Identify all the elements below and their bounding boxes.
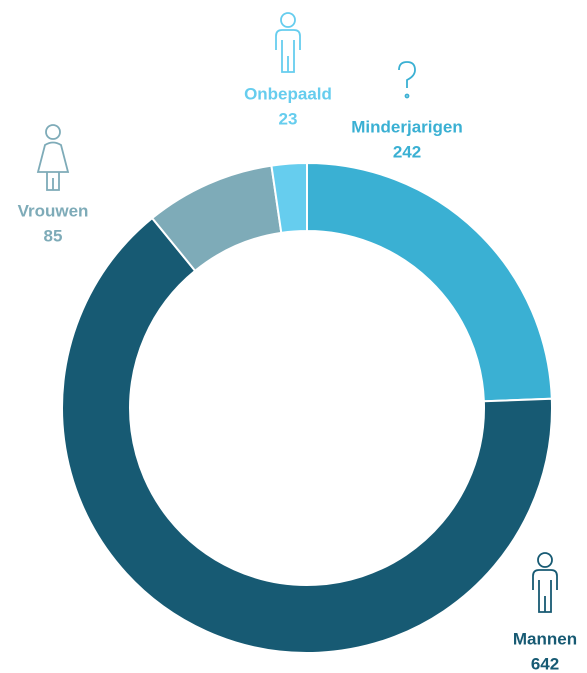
segment-value: 642: [531, 654, 559, 673]
segment-label: Onbepaald: [244, 84, 332, 103]
segment-label: Minderjarigen: [351, 117, 462, 136]
donut-segment: [61, 216, 553, 654]
icon-minderjarigen: [398, 61, 416, 99]
segment-value: 23: [279, 109, 298, 128]
icon-onbepaald: [275, 12, 301, 73]
icon-vrouwen: [36, 124, 70, 191]
segment-label: Vrouwen: [18, 201, 89, 220]
donut-segment: [306, 161, 553, 403]
icon-mannen: [532, 552, 558, 613]
segment-value: 242: [393, 142, 421, 161]
segment-value: 85: [44, 226, 63, 245]
segment-label: Mannen: [513, 629, 577, 648]
donut-segment: [270, 161, 308, 235]
